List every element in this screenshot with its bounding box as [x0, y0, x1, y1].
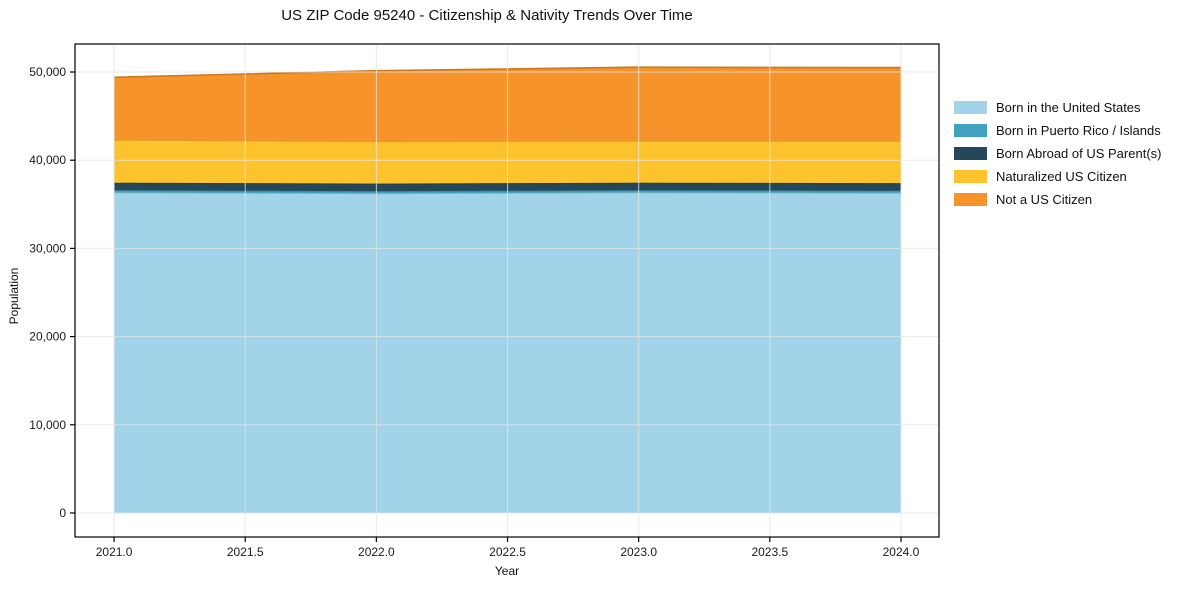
y-tick-label: 10,000 — [29, 418, 66, 432]
legend-label: Born Abroad of US Parent(s) — [996, 146, 1162, 161]
legend-swatch-icon — [954, 147, 987, 160]
x-tick-label: 2023.5 — [751, 545, 788, 559]
legend-swatch-icon — [954, 124, 987, 137]
y-tick-label: 50,000 — [29, 65, 66, 79]
legend-item: Born Abroad of US Parent(s) — [954, 147, 1161, 160]
legend: Born in the United States Born in Puerto … — [954, 101, 1161, 206]
legend-label: Born in Puerto Rico / Islands — [996, 123, 1161, 138]
x-tick-label: 2023.0 — [620, 545, 657, 559]
x-tick-label: 2022.0 — [358, 545, 395, 559]
legend-item: Not a US Citizen — [954, 193, 1161, 206]
legend-label: Naturalized US Citizen — [996, 169, 1127, 184]
x-tick-label: 2021.5 — [227, 545, 264, 559]
legend-label: Born in the United States — [996, 100, 1141, 115]
x-axis-label: Year — [494, 564, 520, 578]
chart-title: US ZIP Code 95240 - Citizenship & Nativi… — [281, 7, 693, 24]
x-tick-label: 2022.5 — [489, 545, 526, 559]
legend-item: Naturalized US Citizen — [954, 170, 1161, 183]
y-tick-label: 40,000 — [29, 153, 66, 167]
legend-item: Born in the United States — [954, 101, 1161, 114]
y-axis-label: Population — [7, 267, 21, 325]
legend-label: Not a US Citizen — [996, 192, 1093, 207]
legend-swatch-icon — [954, 101, 987, 114]
y-tick-label: 30,000 — [29, 241, 66, 255]
legend-item: Born in Puerto Rico / Islands — [954, 124, 1161, 137]
legend-swatch-icon — [954, 193, 987, 206]
legend-swatch-icon — [954, 170, 987, 183]
y-tick-label: 20,000 — [29, 330, 66, 344]
x-tick-label: 2024.0 — [883, 545, 920, 559]
x-tick-label: 2021.0 — [96, 545, 133, 559]
y-tick-label: 0 — [59, 506, 66, 520]
